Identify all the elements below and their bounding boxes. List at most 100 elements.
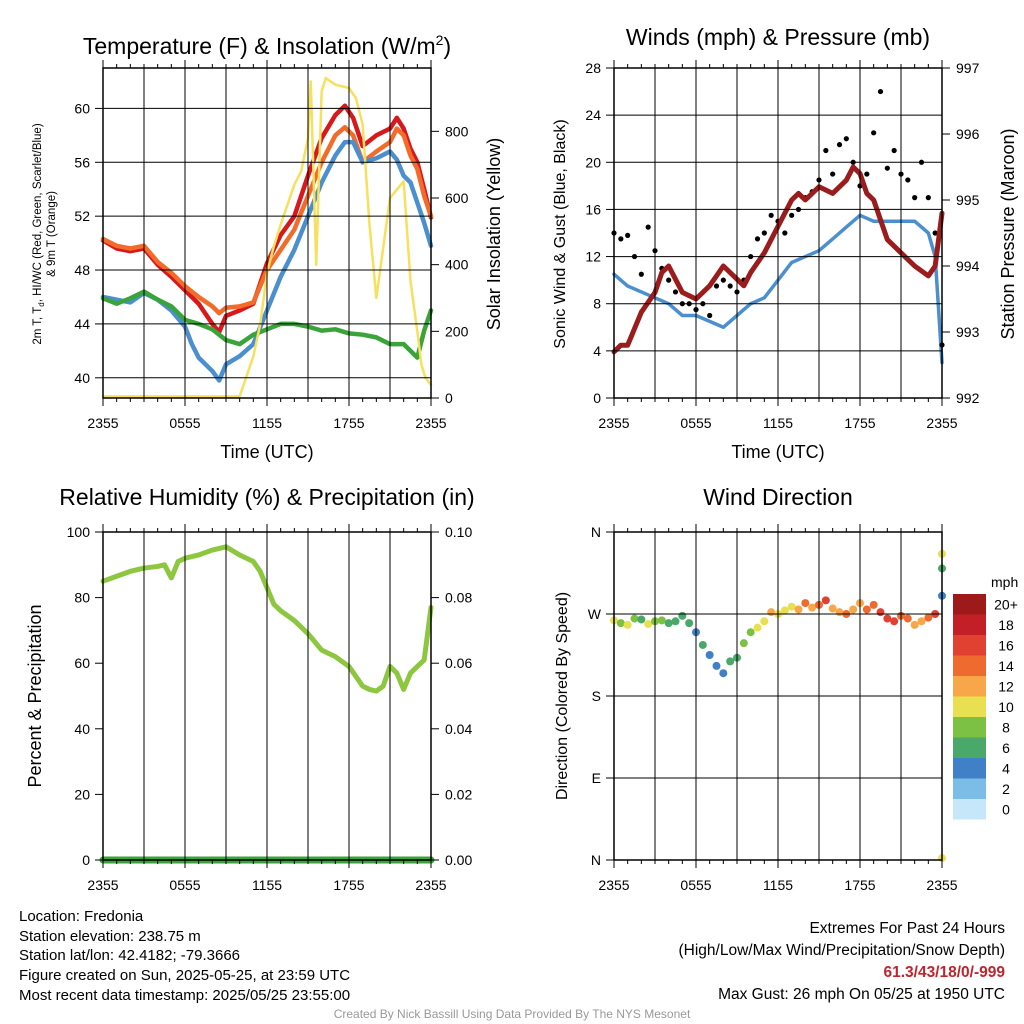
y2-tick-label: 994 xyxy=(956,258,980,274)
y-tick-label: 8 xyxy=(593,296,601,312)
y2-tick-label: 0.00 xyxy=(445,852,472,868)
humidity-title: Relative Humidity (%) & Precipitation (i… xyxy=(59,484,474,510)
y2-tick-label: 995 xyxy=(956,192,980,208)
wind-speed-line xyxy=(612,213,944,365)
extremes-block: Extremes For Past 24 Hours (High/Low/Max… xyxy=(679,918,1006,1006)
direction-point xyxy=(678,611,687,620)
x-tick-label: 1755 xyxy=(844,877,875,893)
gust-point xyxy=(645,224,651,230)
direction-point xyxy=(760,617,769,626)
y-tick-label: 20 xyxy=(74,786,90,802)
gust-point xyxy=(782,230,788,236)
y-tick-label: 20 xyxy=(585,154,601,170)
y2-tick-label: 993 xyxy=(956,324,980,340)
direction-point xyxy=(685,619,694,628)
direction-point xyxy=(616,619,625,628)
direction-point xyxy=(821,596,830,605)
temperature-line xyxy=(100,103,434,335)
gust-point xyxy=(789,212,795,218)
x-tick-label: 0555 xyxy=(680,415,711,431)
gust-point xyxy=(707,312,713,319)
y2-tick-label: 400 xyxy=(445,257,469,273)
x-tick-label: 0555 xyxy=(169,877,200,893)
gust-point xyxy=(618,236,624,242)
direction-point xyxy=(664,619,673,628)
humidity-ylabel: Percent & Precipitation xyxy=(25,604,45,787)
temperature-xlabel: Time (UTC) xyxy=(220,442,313,462)
direction-point xyxy=(623,620,632,629)
legend-swatch xyxy=(953,799,986,820)
direction-point xyxy=(630,614,639,623)
legend-swatch xyxy=(953,758,986,779)
y-tick-label: 4 xyxy=(593,343,601,359)
temperature-ylabel-line1: 2m T, Td, HI/WC (Red, Green, Scarlet/Blu… xyxy=(32,123,46,344)
legend-label: 2 xyxy=(1002,781,1010,797)
y2-tick-label: 0.08 xyxy=(445,590,472,606)
legend-swatch xyxy=(953,614,986,635)
x-tick-label: 1755 xyxy=(844,415,875,431)
y-tick-label: 0 xyxy=(82,852,90,868)
direction-point xyxy=(903,614,912,623)
plot-frame xyxy=(102,531,432,861)
x-tick-label: 1155 xyxy=(252,877,282,893)
y2-tick-label: 800 xyxy=(445,123,469,139)
direction-point xyxy=(801,599,810,608)
ninem-temperature-line xyxy=(100,125,434,316)
wind-direction-panel: Wind Direction 2355 0555 1155 1755 2355 N E S W N… xyxy=(554,484,1018,893)
x-tick-label: 2355 xyxy=(598,877,629,893)
x-tick-label: 2355 xyxy=(415,415,446,431)
gust-point xyxy=(768,212,774,218)
legend-label: 6 xyxy=(1002,740,1010,756)
y2-tick-label: 992 xyxy=(956,390,980,406)
y2-tick-label: 0 xyxy=(445,390,453,406)
y-tick-label: 40 xyxy=(74,370,90,386)
gust-point xyxy=(843,136,849,142)
direction-point xyxy=(808,603,817,612)
gust-point xyxy=(871,130,877,136)
legend-swatch xyxy=(953,676,986,697)
gust-point xyxy=(877,88,884,95)
direction-point xyxy=(828,604,837,613)
wind-direction-ylabel: Direction (Colored By Speed) xyxy=(554,592,571,800)
credit-line: Created By Nick Bassill Using Data Provi… xyxy=(333,1007,691,1021)
station-latlon: Station lat/lon: 42.4182; -79.3666 xyxy=(19,947,241,965)
y-tick-label: N xyxy=(591,524,601,540)
legend-label: 4 xyxy=(1002,760,1010,776)
direction-point xyxy=(924,613,933,622)
winds-title: Winds (mph) & Pressure (mb) xyxy=(626,24,930,50)
y2-tick-label: 0.04 xyxy=(445,721,472,737)
y-tick-label: 80 xyxy=(74,590,90,606)
legend-label: 12 xyxy=(998,678,1014,694)
legend-swatch xyxy=(953,778,986,799)
direction-point xyxy=(890,617,899,626)
wind-direction-title: Wind Direction xyxy=(703,484,853,510)
temperature-ylabel-line2: & 9m T (Orange) xyxy=(46,191,58,277)
y2-tick-label: 600 xyxy=(445,190,469,206)
y-tick-label: 100 xyxy=(67,524,91,540)
x-tick-label: 1155 xyxy=(763,877,793,893)
gust-point xyxy=(761,230,767,236)
direction-point xyxy=(705,651,714,659)
direction-point xyxy=(787,602,796,611)
legend-label: 8 xyxy=(1002,719,1010,735)
x-tick-label: 0555 xyxy=(169,415,200,431)
station-info: Location: Fredonia Station elevation: 23… xyxy=(19,907,350,1006)
legend-swatch xyxy=(953,717,986,738)
gust-point xyxy=(905,177,911,183)
direction-point xyxy=(876,608,885,617)
legend-swatch xyxy=(953,594,986,615)
direction-point xyxy=(657,616,666,625)
extremes-subtitle: (High/Low/Max Wind/Precipitation/Snow De… xyxy=(678,942,1006,959)
legend-label: 14 xyxy=(998,658,1014,674)
y-tick-label: 60 xyxy=(74,100,90,116)
y-tick-label: 48 xyxy=(74,262,90,278)
gust-point xyxy=(720,277,726,283)
direction-point xyxy=(698,640,707,649)
legend-label: 10 xyxy=(998,699,1014,715)
temperature-panel: Temperature (F) & Insolation (W/m2) 2355… xyxy=(32,32,504,462)
y-tick-label: 40 xyxy=(74,721,90,737)
y-tick-label: N xyxy=(591,852,601,868)
direction-point xyxy=(712,661,721,670)
x-tick-label: 2355 xyxy=(598,415,629,431)
